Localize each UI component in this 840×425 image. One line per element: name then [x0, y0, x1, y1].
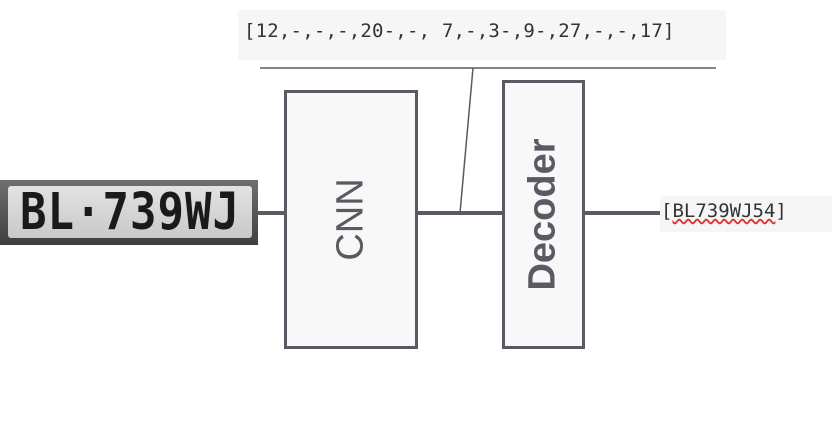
sequence-background — [238, 10, 726, 60]
decoded-output: [BL739WJ54] — [661, 200, 787, 222]
cnn-label: CNN — [329, 178, 372, 261]
decoder-block: Decoder — [502, 80, 585, 349]
license-plate-text: BL·739WJ — [20, 186, 240, 238]
output-close-bracket: ] — [775, 200, 787, 222]
sequence-pointer-line — [459, 67, 474, 214]
decoder-label: Decoder — [522, 138, 564, 291]
output-background — [660, 196, 832, 232]
license-plate-image: BL·739WJ — [0, 180, 258, 245]
cnn-output-sequence: [12,-,-,-,20-,-, 7,-,3-,9-,27,-,-,17] — [244, 20, 675, 42]
cnn-block: CNN — [284, 90, 418, 349]
output-open-bracket: [ — [661, 200, 673, 222]
license-plate-face: BL·739WJ — [8, 186, 252, 238]
output-text: BL739WJ54 — [672, 200, 776, 222]
